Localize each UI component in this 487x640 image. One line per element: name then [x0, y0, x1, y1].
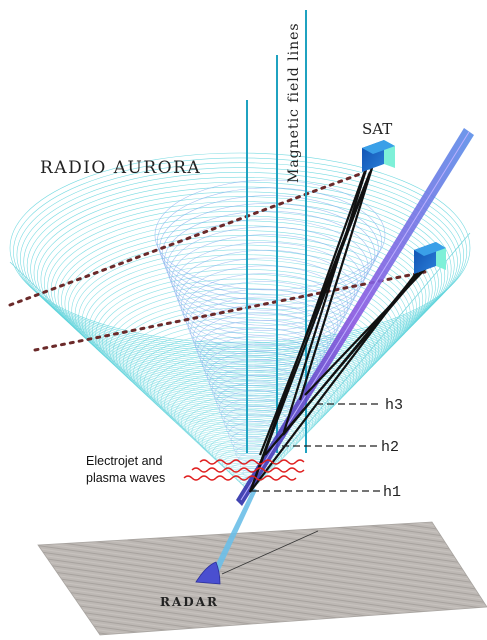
cone-ring — [26, 176, 455, 354]
electrojet-label-line2: plasma waves — [86, 471, 165, 485]
sat-label: SAT — [362, 120, 392, 138]
radar-pointer-line — [221, 530, 319, 575]
signal-rays — [248, 167, 429, 493]
electrojet-label-line1: Electrojet and — [86, 454, 162, 468]
cone-right-edge — [249, 232, 471, 493]
radio-aurora-cone — [9, 152, 471, 491]
radio-aurora-label: RADIO AURORA — [40, 158, 201, 178]
cone-ring — [143, 341, 348, 427]
inner-cone-ring — [204, 343, 315, 397]
inner-cone-ring — [173, 242, 359, 331]
dotted-line-upper — [8, 172, 362, 307]
cone-ring — [9, 152, 471, 344]
radar-label: RADAR — [160, 595, 219, 609]
radar-beam — [236, 128, 474, 506]
cone-ring — [67, 235, 417, 380]
magnetic-field-lines-label: Magnetic field lines — [286, 22, 302, 183]
radar-lower-beam — [212, 488, 257, 574]
cone-ring — [133, 327, 358, 420]
h1-label: h1 — [383, 484, 401, 501]
inner-cone-ring — [183, 273, 345, 351]
inner-cone-ring — [171, 234, 362, 326]
cone-ring — [30, 181, 452, 357]
inner-cone-ring — [202, 335, 318, 392]
cone-ring — [115, 302, 373, 410]
inner-cone-ring — [157, 187, 382, 296]
cone-ring — [136, 331, 354, 423]
cone-ring — [57, 220, 427, 374]
cone-ring — [23, 171, 458, 352]
h3-label: h3 — [385, 397, 403, 414]
radar-dish-icon — [195, 561, 221, 585]
cone-ring — [64, 230, 420, 378]
inner-cone — [154, 179, 386, 488]
cone-left-edge — [9, 261, 251, 493]
cone-ring — [54, 215, 430, 371]
cone-ring — [61, 225, 424, 376]
h2-label: h2 — [381, 439, 399, 456]
inner-cone-ring — [168, 226, 366, 321]
plasma-waves — [183, 459, 305, 481]
cone-ring — [19, 167, 461, 350]
inner-cone-ring — [178, 257, 352, 341]
cone-ring — [37, 191, 446, 361]
cone-ring — [40, 196, 442, 363]
satellite-upper — [362, 140, 395, 172]
ground-plane — [37, 521, 487, 636]
inner-cone-ring — [176, 249, 355, 336]
cone-ring — [47, 205, 436, 367]
cone-ring — [13, 157, 468, 346]
satellite-lower — [414, 242, 446, 274]
dotted-line-lower — [33, 270, 427, 352]
inner-cone-ring — [154, 179, 386, 291]
cone-ring — [81, 254, 405, 389]
cone-ring — [16, 162, 464, 348]
inner-cone-ring — [159, 195, 379, 301]
cone-ring — [33, 186, 449, 359]
inner-cone-ring — [180, 265, 349, 346]
inner-cone-ring — [199, 327, 322, 387]
cone-ring — [126, 317, 364, 416]
radar-beam-highlight — [240, 131, 470, 501]
